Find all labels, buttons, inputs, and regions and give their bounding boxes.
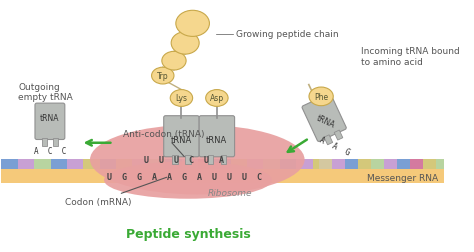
Bar [149,159,165,169]
Text: tRNA: tRNA [40,114,60,122]
Bar [346,159,362,169]
Bar [332,159,345,169]
Bar [394,159,411,169]
Bar [185,155,191,165]
Bar [34,159,51,169]
Text: Peptide synthesis: Peptide synthesis [126,227,250,240]
Text: Growing peptide chain: Growing peptide chain [237,30,339,39]
Bar [280,159,296,169]
Bar [247,159,264,169]
Text: tRNA: tRNA [171,135,192,144]
FancyBboxPatch shape [302,94,346,142]
Bar [358,159,371,169]
Text: Anti-codon (tRNA): Anti-codon (tRNA) [123,130,204,157]
Ellipse shape [104,162,272,199]
Ellipse shape [171,33,199,55]
Text: A  C  C: A C C [34,147,66,155]
Bar [449,159,462,169]
Bar [362,159,378,169]
Bar [18,159,34,169]
Bar [42,138,47,146]
Text: Asp: Asp [210,94,224,103]
Text: tRNA: tRNA [315,113,337,129]
FancyBboxPatch shape [35,104,65,140]
Text: A  A  G: A A G [319,136,352,157]
Bar [462,159,474,169]
Bar [53,138,58,146]
Bar [397,159,410,169]
Ellipse shape [309,88,333,106]
Text: Outgoing
empty tRNA: Outgoing empty tRNA [18,82,73,102]
Bar [324,135,333,145]
Ellipse shape [206,90,228,107]
Bar [182,159,198,169]
Bar [231,159,247,169]
Bar [329,159,346,169]
Bar [1,159,18,169]
Bar [436,159,449,169]
Bar [296,159,312,169]
Bar [334,131,343,141]
Text: Ribosome: Ribosome [208,188,252,197]
Text: Codon (mRNA): Codon (mRNA) [65,178,167,206]
Bar [427,159,444,169]
Bar [83,159,100,169]
Bar [100,159,116,169]
Bar [345,159,358,169]
Text: U  U  U  C  U  A: U U U C U A [144,155,224,164]
Text: Lys: Lys [175,94,187,103]
Ellipse shape [152,68,174,85]
Bar [220,155,226,165]
Text: Phe: Phe [314,92,328,102]
Text: U  G  G  A  A  G  A  U  U  U  C: U G G A A G A U U U C [107,172,262,181]
Bar [319,159,332,169]
Text: Trp: Trp [157,72,169,81]
Bar [264,159,280,169]
Bar [411,159,427,169]
Bar [312,159,329,169]
Bar [384,159,397,169]
Bar [423,159,436,169]
Bar [198,159,214,169]
Ellipse shape [176,11,210,37]
Text: Messenger RNA: Messenger RNA [367,173,438,182]
Bar [67,159,83,169]
Ellipse shape [170,90,192,107]
Ellipse shape [162,52,186,71]
FancyBboxPatch shape [199,116,235,157]
Bar [371,159,384,169]
Ellipse shape [90,125,305,195]
Bar [214,159,231,169]
Bar [116,159,132,169]
Bar [165,159,182,169]
Text: Incoming tRNA bound
to amino acid: Incoming tRNA bound to amino acid [361,47,459,67]
Bar [378,159,394,169]
Bar [208,155,213,165]
Bar [132,159,149,169]
FancyBboxPatch shape [164,116,199,157]
Text: tRNA: tRNA [206,135,228,144]
Bar [410,159,423,169]
Bar [172,155,178,165]
Bar [1,168,444,183]
Bar [51,159,67,169]
